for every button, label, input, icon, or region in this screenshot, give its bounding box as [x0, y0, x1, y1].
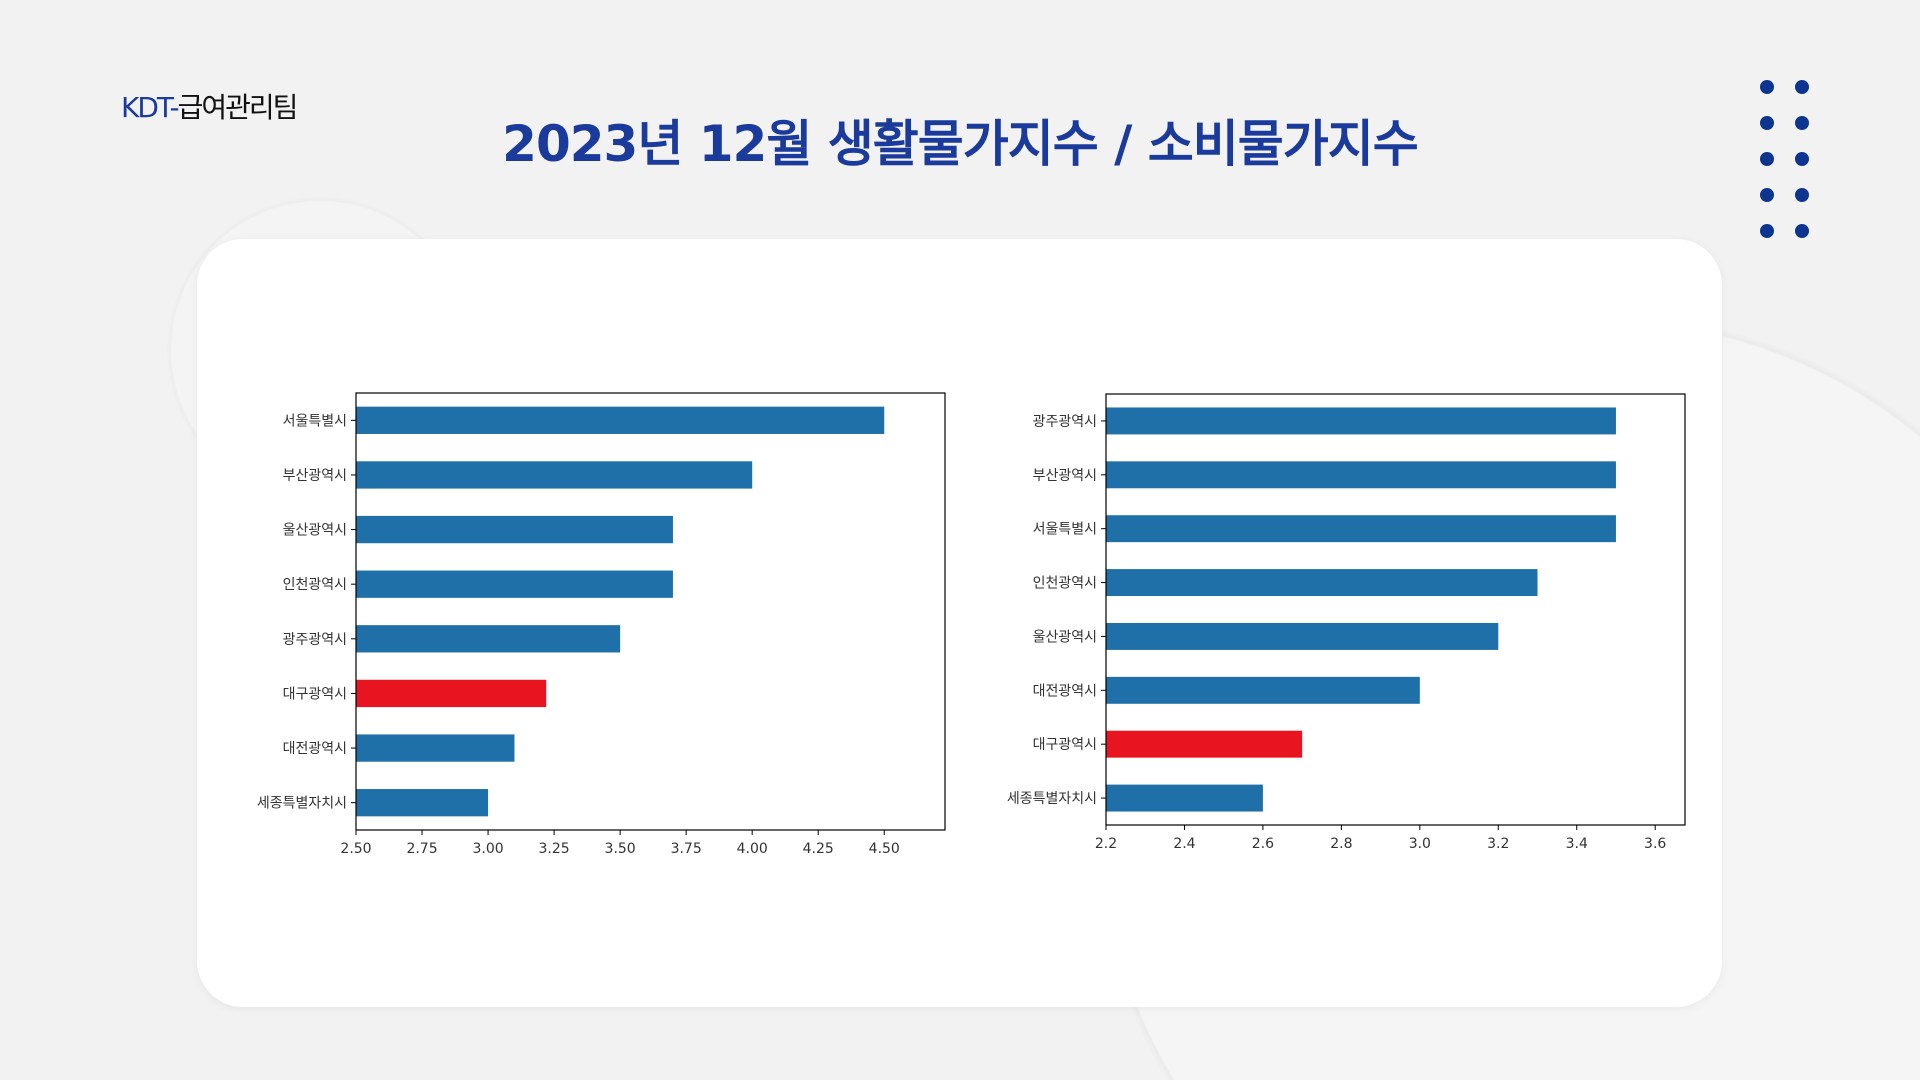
bar	[1106, 730, 1303, 758]
y-tick-label: 인천광역시	[1033, 576, 1097, 592]
x-tick-label: 3.0	[1409, 836, 1431, 852]
dot	[1795, 152, 1809, 166]
axes-frame	[355, 392, 946, 831]
y-tick-label: 서울특별시	[1033, 522, 1097, 538]
x-tick-label: 3.00	[472, 841, 503, 857]
y-tick-label: 광주광역시	[1033, 414, 1097, 430]
y-tick-label: 부산광역시	[283, 468, 347, 484]
x-tick-label: 4.25	[803, 841, 834, 857]
y-tick-label: 대전광역시	[1033, 683, 1097, 699]
x-tick-label: 4.00	[737, 841, 768, 857]
x-tick-label: 3.4	[1566, 836, 1588, 852]
axes-frame	[1105, 393, 1686, 826]
dot	[1795, 116, 1809, 130]
x-tick-label: 4.50	[869, 841, 900, 857]
y-tick-label: 대구광역시	[283, 686, 347, 702]
x-tick-label: 2.8	[1330, 836, 1352, 852]
bar	[356, 406, 885, 434]
bar	[1106, 461, 1616, 489]
dot	[1795, 80, 1809, 94]
bar	[356, 515, 673, 544]
logo-text: 급여관리팀	[177, 91, 299, 124]
chart-0: 서울특별시부산광역시울산광역시인천광역시광주광역시대구광역시대전광역시세종특별자…	[257, 392, 946, 857]
bar	[356, 789, 489, 817]
x-tick-label: 3.6	[1644, 836, 1666, 852]
y-tick-label: 서울특별시	[283, 413, 347, 429]
logo-prefix: KDT-	[121, 91, 180, 124]
dot	[1760, 188, 1774, 202]
bar	[356, 461, 753, 489]
bar	[1106, 622, 1499, 650]
bar	[356, 570, 673, 598]
x-tick-label: 3.50	[605, 841, 636, 857]
decorative-dots-icon	[1760, 80, 1809, 238]
dot	[1795, 224, 1809, 238]
x-tick-label: 3.75	[671, 841, 702, 857]
bar	[1106, 784, 1263, 812]
y-tick-label: 부산광역시	[1033, 468, 1097, 484]
bar	[356, 734, 515, 762]
x-tick-label: 2.50	[340, 841, 371, 857]
dot	[1760, 116, 1774, 130]
y-tick-label: 울산광역시	[1033, 629, 1097, 645]
page-title: 2023년 12월 생활물가지수 / 소비물가지수	[502, 115, 1419, 173]
dot	[1795, 188, 1809, 202]
bar	[356, 679, 547, 708]
y-tick-label: 광주광역시	[283, 632, 347, 648]
x-tick-label: 2.75	[406, 841, 437, 857]
x-tick-label: 2.6	[1252, 836, 1274, 852]
team-logo: KDT-급여관리팀	[121, 86, 299, 126]
y-tick-label: 대구광역시	[1033, 737, 1097, 753]
y-tick-label: 울산광역시	[283, 523, 347, 539]
dot	[1760, 80, 1774, 94]
bar	[356, 625, 621, 653]
chart-1: 광주광역시부산광역시서울특별시인천광역시울산광역시대전광역시대구광역시세종특별자…	[1007, 393, 1686, 852]
x-tick-label: 3.2	[1487, 836, 1509, 852]
bar	[1106, 515, 1616, 543]
bar	[1106, 676, 1420, 704]
bar	[1106, 569, 1538, 597]
x-tick-label: 3.25	[539, 841, 570, 857]
bar	[1106, 407, 1616, 435]
x-tick-label: 2.2	[1095, 836, 1117, 852]
y-tick-label: 세종특별자치시	[257, 796, 347, 812]
x-tick-label: 2.4	[1173, 836, 1195, 852]
dot	[1760, 224, 1774, 238]
y-tick-label: 세종특별자치시	[1007, 791, 1097, 807]
dot	[1760, 152, 1774, 166]
y-tick-label: 인천광역시	[283, 577, 347, 593]
y-tick-label: 대전광역시	[283, 741, 347, 757]
